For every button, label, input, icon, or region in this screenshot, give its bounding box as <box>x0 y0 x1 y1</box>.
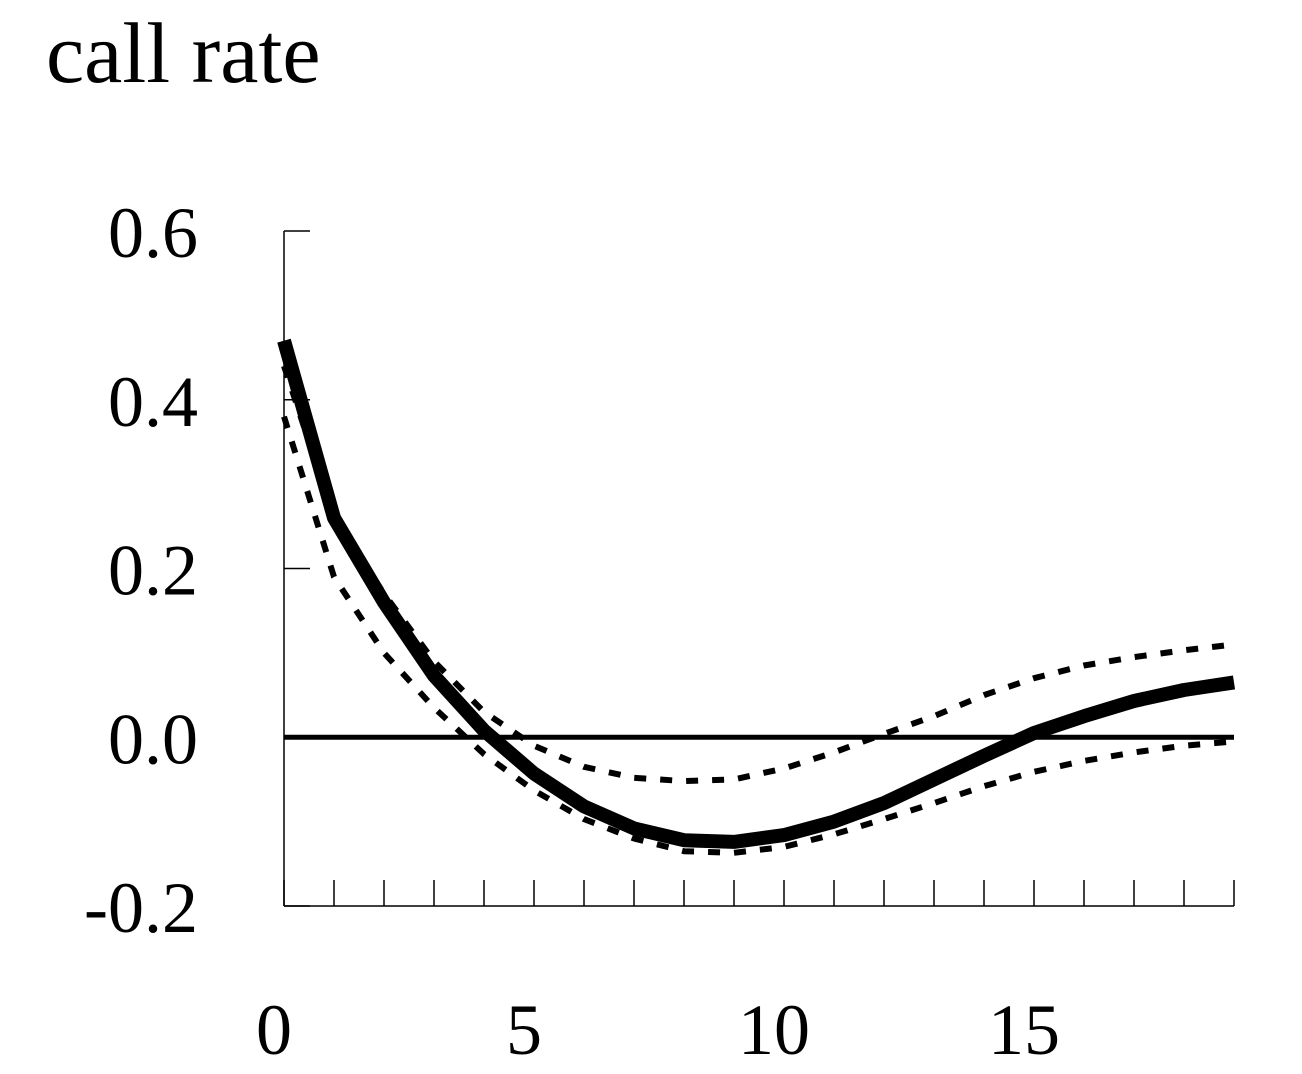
y-tick-label: 0.6 <box>108 193 198 273</box>
y-tick-label: 0.2 <box>108 531 198 611</box>
y-tick-label: 0.4 <box>108 362 198 442</box>
series-line-band-1 <box>281 365 1235 785</box>
x-tick-label: 10 <box>738 990 810 1070</box>
y-tick-label: -0.2 <box>84 868 198 948</box>
chart-title: call rate <box>46 5 321 101</box>
series-line-band-2 <box>281 415 1235 856</box>
y-tick-label: 0.0 <box>108 699 198 779</box>
x-tick-label: 0 <box>256 990 292 1070</box>
series-line-point-estimate <box>277 338 1236 849</box>
x-tick-label: 15 <box>988 990 1060 1070</box>
x-tick-label: 5 <box>506 990 542 1070</box>
